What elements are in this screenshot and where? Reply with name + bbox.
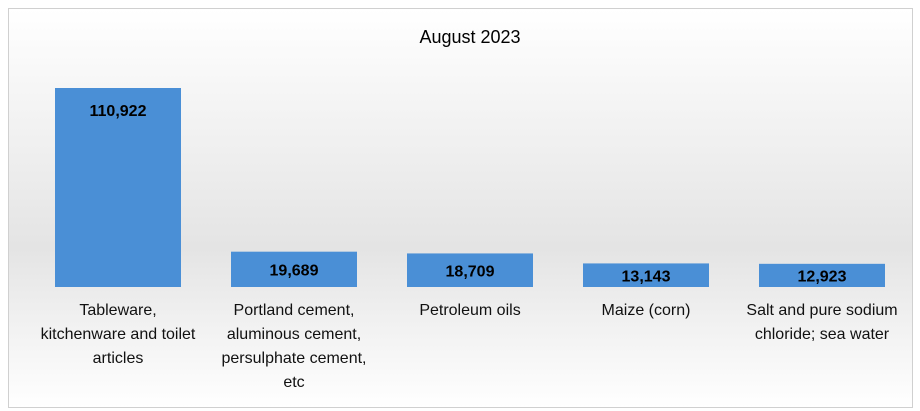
bar bbox=[759, 263, 885, 287]
bar bbox=[583, 263, 709, 287]
x-tick-label: Salt and pure sodium chloride; sea water bbox=[746, 302, 898, 343]
chart-title: August 2023 bbox=[419, 27, 520, 47]
data-label: 12,923 bbox=[798, 269, 847, 286]
x-tick-label: Petroleum oils bbox=[419, 302, 521, 319]
data-label: 19,689 bbox=[270, 263, 319, 280]
data-label: 13,143 bbox=[622, 268, 671, 285]
bar bbox=[231, 251, 357, 287]
bar bbox=[407, 253, 533, 287]
x-tick-label: Tableware, kitchenware and toilet articl… bbox=[40, 302, 196, 367]
bar bbox=[55, 88, 181, 287]
data-label: 110,922 bbox=[90, 103, 147, 120]
data-label: 18,709 bbox=[446, 263, 495, 280]
x-tick-label: Maize (corn) bbox=[601, 302, 691, 319]
x-tick-label: Portland cement, aluminous cement, persu… bbox=[221, 302, 367, 391]
